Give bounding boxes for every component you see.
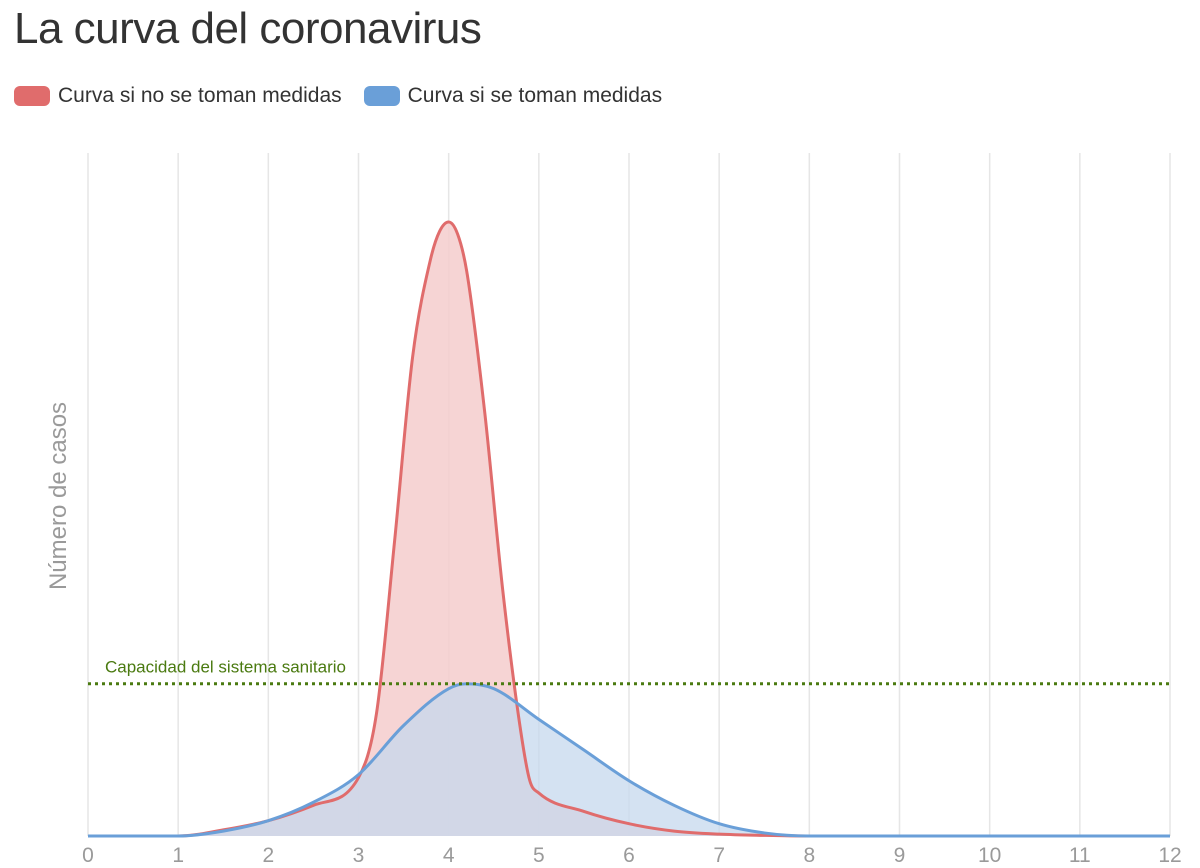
x-tick-label: 0 [82,844,94,867]
x-tick-label: 12 [1158,844,1181,867]
x-tick-label: 2 [262,844,274,867]
x-tick-label: 4 [443,844,455,867]
grid [87,153,1171,836]
x-tick-label: 8 [803,844,815,867]
area-measures [88,683,1170,836]
x-tick-label: 3 [353,844,365,867]
x-tick-label: 10 [978,844,1001,867]
y-axis-label: Número de casos [45,402,72,590]
series-areas [88,220,1170,838]
x-tick-label: 9 [894,844,906,867]
x-tick-label: 7 [713,844,725,867]
legend-swatch-red [14,86,50,106]
x-axis-ticks: 0 1 2 3 4 5 6 7 8 9 10 11 12 [82,844,1182,867]
x-tick-label: 1 [172,844,184,867]
legend: Curva si no se toman medidas Curva si se… [14,84,684,108]
x-tick-label: 6 [623,844,635,867]
x-tick-label: 5 [533,844,545,867]
legend-item-no-measures[interactable]: Curva si no se toman medidas [14,84,342,108]
capacity-line-group: Capacidad del sistema sanitario [88,658,1170,686]
legend-swatch-blue [363,86,400,106]
legend-item-measures[interactable]: Curva si se toman medidas [363,84,663,108]
legend-label-no-measures: Curva si no se toman medidas [58,84,342,107]
x-tick-label: 11 [1069,844,1091,867]
legend-label-measures: Curva si se toman medidas [407,84,663,107]
capacity-label: Capacidad del sistema sanitario [105,658,346,677]
chart-title: La curva del coronavirus [14,4,482,53]
line-measures [88,682,1170,838]
